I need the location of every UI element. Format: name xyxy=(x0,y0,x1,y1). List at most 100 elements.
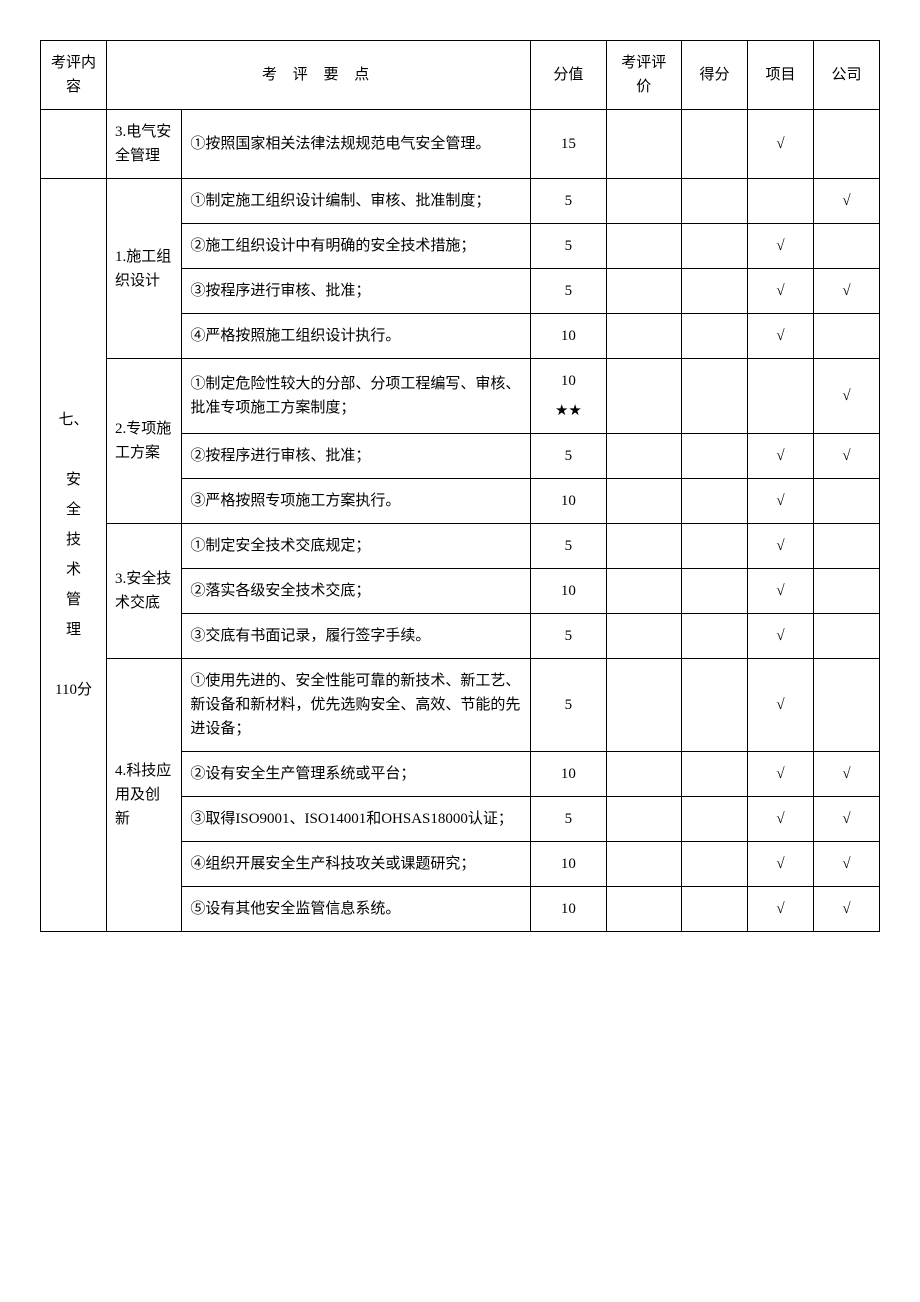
eval-cell xyxy=(606,569,681,614)
comp-cell xyxy=(813,659,879,752)
proj-cell: √ xyxy=(747,752,813,797)
eval-cell xyxy=(606,179,681,224)
comp-cell: √ xyxy=(813,269,879,314)
comp-cell xyxy=(813,614,879,659)
header-eval: 考评评价 xyxy=(606,41,681,110)
proj-cell: √ xyxy=(747,569,813,614)
category-cell: 七、 安全技术管理 110分 xyxy=(41,179,107,932)
eval-cell xyxy=(606,842,681,887)
comp-cell: √ xyxy=(813,752,879,797)
proj-cell: √ xyxy=(747,614,813,659)
score-cell: 10 xyxy=(531,479,606,524)
score-cell: 5 xyxy=(531,179,606,224)
comp-cell: √ xyxy=(813,434,879,479)
header-defen: 得分 xyxy=(682,41,748,110)
point-cell: ②设有安全生产管理系统或平台； xyxy=(182,752,531,797)
score-10: 10 xyxy=(539,369,597,393)
point-cell: ③严格按照专项施工方案执行。 xyxy=(182,479,531,524)
cat-num: 七、 xyxy=(49,405,98,435)
proj-cell: √ xyxy=(747,434,813,479)
prev-comp-cell xyxy=(813,110,879,179)
point-cell: ⑤设有其他安全监管信息系统。 xyxy=(182,887,531,932)
defen-cell xyxy=(682,569,748,614)
table-row: 4.科技应用及创新 ①使用先进的、安全性能可靠的新技术、新工艺、新设备和新材料，… xyxy=(41,659,880,752)
eval-cell xyxy=(606,887,681,932)
proj-cell: √ xyxy=(747,224,813,269)
eval-cell xyxy=(606,752,681,797)
point-cell: ④严格按照施工组织设计执行。 xyxy=(182,314,531,359)
comp-cell: √ xyxy=(813,359,879,434)
eval-cell xyxy=(606,269,681,314)
sub-cell-4: 4.科技应用及创新 xyxy=(106,659,181,932)
point-cell: ③按程序进行审核、批准； xyxy=(182,269,531,314)
proj-cell: √ xyxy=(747,314,813,359)
comp-cell xyxy=(813,314,879,359)
eval-cell xyxy=(606,614,681,659)
eval-cell xyxy=(606,524,681,569)
eval-cell xyxy=(606,359,681,434)
defen-cell xyxy=(682,887,748,932)
score-cell: 5 xyxy=(531,269,606,314)
defen-cell xyxy=(682,752,748,797)
comp-cell xyxy=(813,479,879,524)
point-cell: ①制定施工组织设计编制、审核、批准制度； xyxy=(182,179,531,224)
comp-cell xyxy=(813,524,879,569)
comp-cell: √ xyxy=(813,842,879,887)
defen-cell xyxy=(682,224,748,269)
defen-cell xyxy=(682,314,748,359)
prev-sub-cell: 3.电气安全管理 xyxy=(106,110,181,179)
comp-cell: √ xyxy=(813,179,879,224)
score-cell: 5 xyxy=(531,614,606,659)
table-row: 3.电气安全管理 ①按照国家相关法律法规规范电气安全管理。 15 √ xyxy=(41,110,880,179)
table-row: 3.安全技术交底 ①制定安全技术交底规定； 5 √ xyxy=(41,524,880,569)
point-cell: ②落实各级安全技术交底； xyxy=(182,569,531,614)
proj-cell: √ xyxy=(747,797,813,842)
header-project: 项目 xyxy=(747,41,813,110)
defen-cell xyxy=(682,479,748,524)
score-cell: 5 xyxy=(531,434,606,479)
point-cell: ③取得ISO9001、ISO14001和OHSAS18000认证； xyxy=(182,797,531,842)
prev-point-cell: ①按照国家相关法律法规规范电气安全管理。 xyxy=(182,110,531,179)
prev-category-cell xyxy=(41,110,107,179)
eval-cell xyxy=(606,314,681,359)
header-company: 公司 xyxy=(813,41,879,110)
point-cell: ①使用先进的、安全性能可靠的新技术、新工艺、新设备和新材料，优先选购安全、高效、… xyxy=(182,659,531,752)
sub-cell-1: 1.施工组织设计 xyxy=(106,179,181,359)
score-cell: 10 xyxy=(531,752,606,797)
defen-cell xyxy=(682,359,748,434)
score-cell: 5 xyxy=(531,224,606,269)
sub-cell-2: 2.专项施工方案 xyxy=(106,359,181,524)
defen-cell xyxy=(682,797,748,842)
header-row: 考评内容 考 评 要 点 分值 考评评价 得分 项目 公司 xyxy=(41,41,880,110)
point-cell: ②按程序进行审核、批准； xyxy=(182,434,531,479)
point-cell: ①制定安全技术交底规定； xyxy=(182,524,531,569)
eval-cell xyxy=(606,797,681,842)
defen-cell xyxy=(682,524,748,569)
score-cell: 10 xyxy=(531,842,606,887)
score-cell: 5 xyxy=(531,659,606,752)
proj-cell: √ xyxy=(747,659,813,752)
prev-eval-cell xyxy=(606,110,681,179)
cat-score: 110分 xyxy=(49,675,98,705)
score-cell: 10 xyxy=(531,569,606,614)
point-cell: ③交底有书面记录，履行签字手续。 xyxy=(182,614,531,659)
defen-cell xyxy=(682,614,748,659)
defen-cell xyxy=(682,179,748,224)
eval-cell xyxy=(606,224,681,269)
eval-cell xyxy=(606,659,681,752)
point-cell: ④组织开展安全生产科技攻关或课题研究； xyxy=(182,842,531,887)
proj-cell: √ xyxy=(747,524,813,569)
defen-cell xyxy=(682,434,748,479)
proj-cell xyxy=(747,179,813,224)
proj-cell: √ xyxy=(747,887,813,932)
sub-cell-3: 3.安全技术交底 xyxy=(106,524,181,659)
prev-proj-cell: √ xyxy=(747,110,813,179)
comp-cell xyxy=(813,569,879,614)
table-row: 2.专项施工方案 ①制定危险性较大的分部、分项工程编写、审核、批准专项施工方案制… xyxy=(41,359,880,434)
proj-cell xyxy=(747,359,813,434)
header-score: 分值 xyxy=(531,41,606,110)
proj-cell: √ xyxy=(747,479,813,524)
score-cell: 5 xyxy=(531,524,606,569)
evaluation-table: 考评内容 考 评 要 点 分值 考评评价 得分 项目 公司 3.电气安全管理 ①… xyxy=(40,40,880,932)
score-cell: 10 xyxy=(531,314,606,359)
